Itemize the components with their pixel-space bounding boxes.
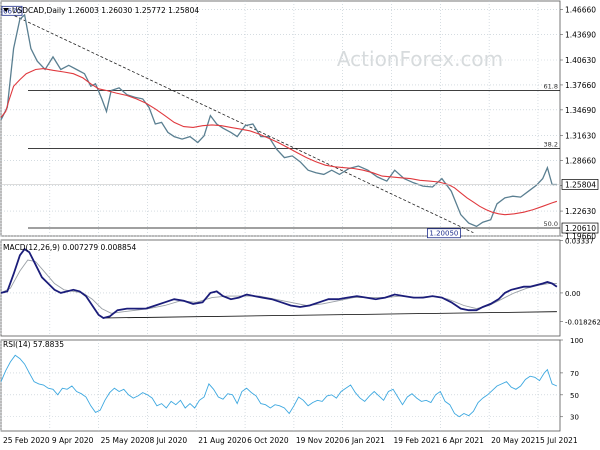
y-tick-label: 1.40630 xyxy=(565,56,596,65)
watermark: ActionForex.com xyxy=(337,47,503,71)
macd-trendline xyxy=(103,311,557,319)
y-tick-label: -0.018262 xyxy=(565,319,600,327)
chevron-down-icon[interactable] xyxy=(3,8,9,12)
y-tick-label: 100 xyxy=(570,337,583,345)
high-label: 6670 xyxy=(3,7,21,15)
fib-level-label: 38.2 xyxy=(544,140,558,148)
price-trendline xyxy=(0,8,474,234)
rsi-title: RSI(14) 57.8835 xyxy=(3,340,64,349)
x-tick-label: 8 Jul 2020 xyxy=(149,436,187,445)
x-tick-label: 20 May 2021 xyxy=(491,436,540,445)
x-tick-label: 19 Feb 2021 xyxy=(394,436,441,445)
rsi-line xyxy=(0,354,558,418)
level-tag xyxy=(561,222,599,234)
x-tick-label: 25 May 2020 xyxy=(101,436,150,445)
y-tick-label: 70 xyxy=(570,370,579,378)
x-tick-label: 25 Feb 2020 xyxy=(3,436,50,445)
fib-level-label: 50.0 xyxy=(544,220,558,228)
y-tick-label: 1.22630 xyxy=(565,207,596,216)
price-pane-title: USDCAD,Daily 1.26003 1.26030 1.25772 1.2… xyxy=(3,6,199,15)
x-tick-label: 6 Jan 2021 xyxy=(345,436,385,445)
y-tick-label: 1.37660 xyxy=(565,81,596,90)
y-tick-label: 1.19660 xyxy=(565,232,596,241)
price-pane: 61.8 38.2 50.0 6670 1.20050 xyxy=(0,5,560,239)
rsi-pane xyxy=(0,354,558,418)
y-tick-label: 0.00 xyxy=(565,290,581,298)
x-tick-label: 19 Nov 2020 xyxy=(296,436,344,445)
y-tick-label: 0.03337 xyxy=(565,238,594,246)
y-tick-label: 1.31630 xyxy=(565,132,596,141)
grid-lines xyxy=(0,1,560,431)
price-series-line xyxy=(0,13,557,228)
x-tick-label: 6 Oct 2020 xyxy=(247,436,289,445)
y-tick-label: 50 xyxy=(570,392,579,400)
low-label: 1.20050 xyxy=(429,230,458,238)
price-title: USDCAD,Daily 1.26003 1.26030 1.25772 1.2… xyxy=(12,6,199,15)
x-tick-label: 9 Apr 2020 xyxy=(52,436,94,445)
low-label-box xyxy=(426,228,461,239)
moving-average-line xyxy=(0,68,558,216)
high-label-box xyxy=(1,5,23,16)
level-label: 1.20610 xyxy=(565,224,596,233)
x-tick-label: 21 Aug 2020 xyxy=(198,436,246,445)
current-price-tag xyxy=(561,179,599,190)
macd-pane xyxy=(0,247,558,319)
y-tick-label: 1.46660 xyxy=(565,5,596,14)
y-tick-label: 30 xyxy=(570,414,579,422)
y-tick-label: 1.28660 xyxy=(565,156,596,165)
current-price-label: 1.25804 xyxy=(565,180,596,189)
axis-labels: 25 Feb 2020 9 Apr 2020 25 May 2020 8 Jul 20… xyxy=(3,5,600,445)
x-tick-label: 5 Jul 2021 xyxy=(540,436,578,445)
fib-level-label: 61.8 xyxy=(544,82,558,90)
macd-title: MACD(12,26,9) 0.007279 0.008854 xyxy=(3,243,137,252)
macd-line xyxy=(0,247,558,319)
x-tick-label: 6 Apr 2021 xyxy=(442,436,484,445)
y-tick-label: 1.34690 xyxy=(565,106,596,115)
y-tick-label: 1.43690 xyxy=(565,30,596,39)
